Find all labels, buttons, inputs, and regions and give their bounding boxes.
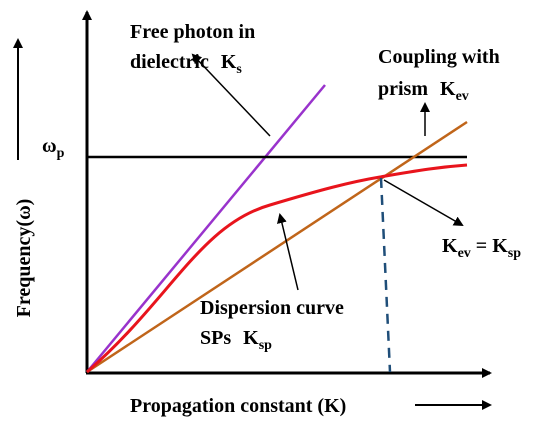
prism-line — [86, 120, 468, 374]
arrow — [277, 213, 299, 291]
subscript: ev — [456, 89, 469, 104]
subscript: ev — [458, 246, 471, 261]
label-text: prism — [378, 78, 428, 100]
subscript: p — [57, 146, 65, 161]
label: SPs Ksp — [200, 327, 272, 353]
label-text: dielectric — [130, 51, 209, 73]
label: Free photon in — [130, 21, 255, 43]
arrow — [191, 53, 271, 137]
label: ωp — [42, 135, 65, 161]
symbol: K — [440, 78, 456, 100]
match-line — [379, 177, 392, 373]
label: dielectric Ks — [130, 51, 242, 77]
subscript: sp — [508, 246, 521, 261]
photon-line — [86, 84, 326, 373]
label: Coupling with — [378, 46, 500, 68]
label-text: SPs — [200, 327, 231, 349]
symbol: K — [221, 51, 237, 73]
label: Kev = Ksp — [442, 235, 521, 261]
arrow — [383, 179, 464, 226]
symbol: K — [442, 235, 458, 257]
symbol: ω — [42, 135, 57, 157]
equals: = — [476, 235, 487, 257]
subscript: s — [236, 62, 242, 77]
y-axis-label: Frequency(ω) — [13, 199, 35, 318]
symbol: K — [243, 327, 259, 349]
subscript: sp — [259, 338, 272, 353]
dispersion-curve — [86, 163, 468, 374]
symbol: K — [492, 235, 508, 257]
label: prism Kev — [378, 78, 469, 104]
label: Dispersion curve — [200, 297, 344, 319]
x-axis-label: Propagation constant (K) — [130, 395, 346, 417]
